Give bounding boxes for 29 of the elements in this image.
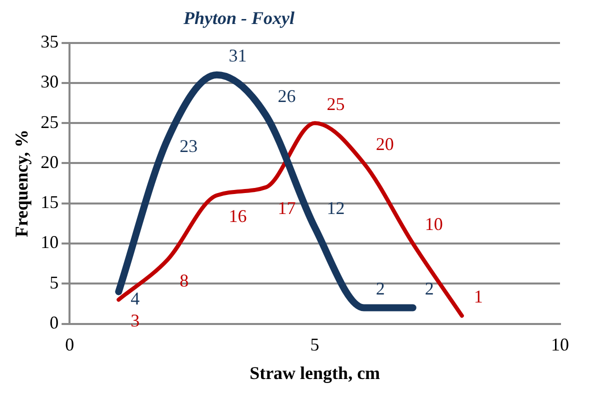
chart-title: Phyton - Foxyl — [182, 8, 296, 29]
y-tick-label: 10 — [40, 232, 59, 252]
data-label: 1 — [474, 286, 483, 307]
x-tick-label: 5 — [310, 334, 320, 354]
y-tick-label: 0 — [50, 312, 59, 333]
y-tick-label: 15 — [40, 192, 59, 212]
data-label: 12 — [326, 198, 345, 218]
x-tick-label: 0 — [65, 334, 74, 354]
y-tick-label: 30 — [40, 72, 59, 92]
data-label: 2 — [376, 278, 385, 298]
x-tick-label: 10 — [551, 334, 569, 354]
x-axis-title: Straw length, cm — [250, 362, 380, 383]
y-tick-label: 35 — [40, 32, 59, 52]
data-label: 23 — [180, 136, 198, 156]
data-label: 4 — [130, 288, 140, 308]
data-label: 17 — [278, 198, 296, 218]
data-label: 25 — [326, 94, 345, 114]
y-axis-title: Frequency, % — [11, 129, 32, 238]
y-tick-label: 20 — [40, 152, 59, 172]
data-label: 20 — [376, 134, 394, 154]
y-tick-label: 5 — [50, 272, 59, 292]
data-label: 16 — [228, 206, 247, 226]
data-label: 2 — [424, 278, 434, 298]
data-label: 8 — [180, 270, 189, 290]
data-label: 31 — [228, 46, 247, 66]
data-label: 10 — [424, 214, 443, 234]
data-label: 3 — [130, 310, 140, 330]
data-label: 26 — [278, 86, 296, 106]
y-tick-label: 25 — [40, 112, 59, 132]
